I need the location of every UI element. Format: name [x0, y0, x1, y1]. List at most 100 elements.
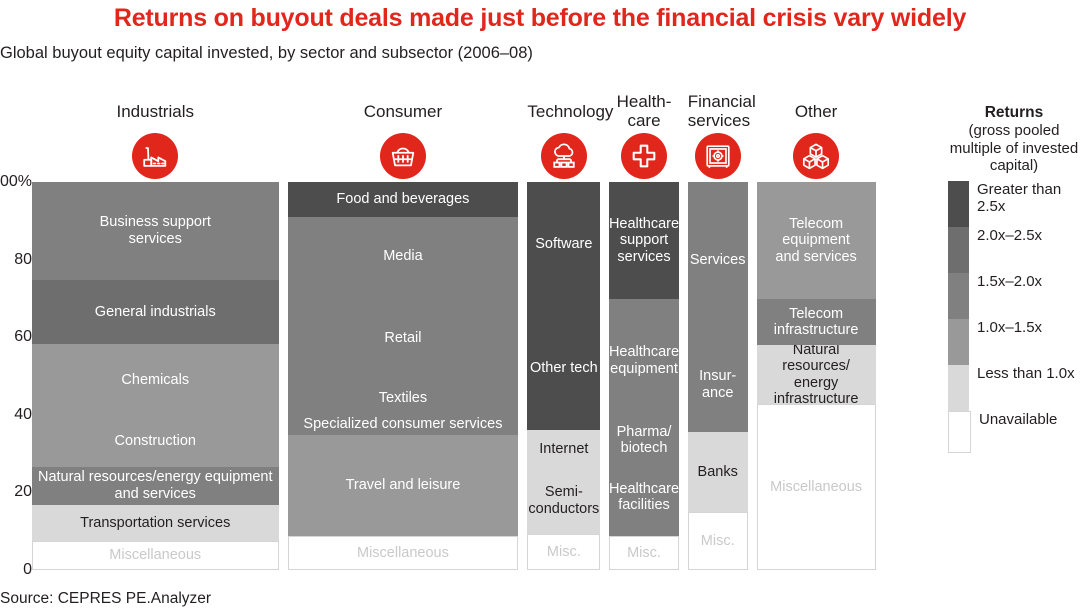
subsector-segment[interactable]: General industrials: [32, 279, 279, 344]
legend-label: 1.0x–1.5x: [977, 318, 1043, 336]
legend-subtitle: (gross pooled multiple of invested capit…: [949, 122, 1079, 174]
subsector-segment[interactable]: Insur-ance: [687, 337, 748, 432]
sector-column: Industrials Business support services Gener…: [32, 80, 279, 580]
legend-swatch: [948, 318, 969, 365]
y-axis-tick: 80: [14, 250, 32, 268]
subsector-segment[interactable]: Business support services: [32, 182, 279, 280]
legend-swatch: [948, 410, 971, 453]
page-title: Returns on buyout deals made just before…: [113, 4, 967, 32]
subsector-segment[interactable]: Semi-conductors: [527, 468, 601, 534]
subsector-segment[interactable]: Media: [287, 216, 519, 296]
subsector-segment[interactable]: Healthcare support services: [609, 182, 679, 300]
subsector-segment[interactable]: Food and beverages: [287, 182, 519, 217]
mekko-chart: 100% 80 60 40 20 0 Industrials Business suppor…: [0, 80, 945, 580]
y-axis-tick: 20: [14, 483, 32, 501]
y-axis-tick: 100%: [0, 173, 32, 190]
subsector-label: Services: [689, 251, 746, 268]
legend-swatch: [948, 272, 969, 319]
subsector-label: Internet: [539, 441, 589, 458]
subsector-segment[interactable]: Telecom infrastructure: [756, 299, 876, 346]
legend-item[interactable]: Unavailable: [948, 410, 1080, 453]
subsector-segment[interactable]: Services: [687, 182, 748, 338]
legend-swatch: [948, 226, 969, 273]
legend-item[interactable]: 2.0x–2.5x: [948, 226, 1080, 273]
sector-stack: Business support services General industri…: [32, 182, 279, 570]
legend-item[interactable]: 1.0x–1.5x: [948, 318, 1080, 365]
subsector-label: Chemicals: [121, 371, 190, 388]
subsector-label: Travel and leisure: [345, 477, 461, 494]
y-axis: 100% 80 60 40 20 0: [0, 80, 32, 580]
factory-icon: [132, 133, 179, 179]
subsector-label: Media: [383, 248, 423, 265]
subsector-label: Specialized consumer services: [303, 416, 503, 433]
sector-column: Technology Software Other tech Internet Semi…: [527, 80, 614, 580]
subsector-segment[interactable]: Textiles: [287, 381, 519, 415]
legend-items: Greater than 2.5x 2.0x–2.5x 1.5x–2.0x 1.0x–…: [948, 180, 1080, 453]
subsector-label: Business support services: [99, 214, 211, 247]
subsector-label: Natural resources/ energy infrastructure: [773, 345, 859, 405]
subsector-label: Other tech: [529, 359, 598, 376]
sector-column: Health-care Healthcare support services Hea…: [609, 80, 679, 580]
basket-icon: [379, 133, 426, 179]
legend-label: 2.0x–2.5x: [977, 226, 1043, 244]
subsector-segment[interactable]: Internet: [527, 430, 601, 469]
sector-label: Industrials: [116, 102, 194, 121]
sector-label: Technology: [527, 102, 614, 121]
subsector-segment[interactable]: Specialized consumer services: [287, 414, 519, 435]
subsector-label: Miscellaneous: [356, 544, 449, 561]
legend-item[interactable]: Less than 1.0x: [948, 364, 1080, 411]
medical-cross-icon: [621, 133, 668, 179]
subsector-segment[interactable]: Natural resources/energy equipment and se…: [32, 466, 279, 505]
subsector-segment[interactable]: Healthcare facilities: [609, 458, 679, 537]
subsector-segment[interactable]: Misc.: [687, 511, 748, 570]
subsector-label: Banks: [697, 463, 738, 480]
subsector-segment[interactable]: Software: [527, 182, 601, 307]
legend-swatch: [948, 364, 969, 411]
subsector-segment[interactable]: Other tech: [527, 306, 601, 431]
chart-legend: Returns (gross pooled multiple of invest…: [948, 104, 1080, 453]
source-note: Source: CEPRES PE.Analyzer: [0, 590, 212, 607]
subsector-segment[interactable]: Construction: [32, 415, 279, 467]
legend-label: 1.5x–2.0x: [977, 272, 1043, 290]
sector-stack: Services Insur-ance Banks Misc.: [687, 182, 748, 570]
subsector-label: Semi-conductors: [528, 484, 600, 517]
subsector-label: Misc.: [627, 544, 661, 561]
safe-icon: [694, 133, 741, 179]
subsector-segment[interactable]: Travel and leisure: [287, 434, 519, 537]
legend-label: Unavailable: [979, 410, 1058, 428]
subsector-segment[interactable]: Misc.: [527, 533, 601, 570]
subsector-segment[interactable]: Telecom equipment and services: [756, 182, 876, 300]
subsector-label: Food and beverages: [336, 191, 470, 208]
subsector-label: Miscellaneous: [109, 547, 202, 564]
sector-stack: Food and beverages Media Retail Textiles Spe…: [287, 182, 519, 570]
sector-label: Other: [794, 102, 838, 121]
legend-item[interactable]: 1.5x–2.0x: [948, 272, 1080, 319]
y-axis-tick: 60: [14, 328, 32, 346]
chart-subtitle: Global buyout equity capital invested, b…: [0, 44, 533, 62]
legend-item[interactable]: Greater than 2.5x: [948, 180, 1080, 227]
subsector-segment[interactable]: Healthcare equipment: [609, 299, 679, 423]
subsector-label: Pharma/biotech: [616, 423, 672, 457]
subsector-segment[interactable]: Natural resources/ energy infrastructure: [756, 345, 876, 405]
subsector-segment[interactable]: Miscellaneous: [32, 540, 279, 570]
subsector-segment[interactable]: Miscellaneous: [756, 404, 876, 570]
subsector-label: Textiles: [378, 389, 428, 406]
subsector-label: Telecom equipment and services: [775, 215, 857, 265]
subsector-segment[interactable]: Transportation services: [32, 504, 279, 541]
subsector-label: Miscellaneous: [770, 478, 863, 495]
y-axis-tick: 0: [23, 561, 32, 578]
subsector-label: Misc.: [546, 543, 581, 560]
subsector-label: Healthcare equipment: [609, 344, 679, 377]
subsector-segment[interactable]: Banks: [687, 431, 748, 512]
subsector-segment[interactable]: Miscellaneous: [287, 536, 519, 570]
subsector-segment[interactable]: Pharma/biotech: [609, 422, 679, 459]
subsector-label: Misc.: [700, 532, 735, 549]
subsector-segment[interactable]: Misc.: [609, 536, 679, 570]
sector-column: Consumer Food and beverages Media Retail Tex…: [287, 80, 519, 580]
subsector-segment[interactable]: Retail: [287, 295, 519, 382]
subsector-label: General industrials: [94, 303, 216, 320]
subsector-label: Retail: [384, 330, 422, 347]
subsector-segment[interactable]: Chemicals: [32, 343, 279, 416]
legend-swatch: [948, 180, 969, 227]
subsector-label: Healthcare facilities: [609, 480, 679, 514]
